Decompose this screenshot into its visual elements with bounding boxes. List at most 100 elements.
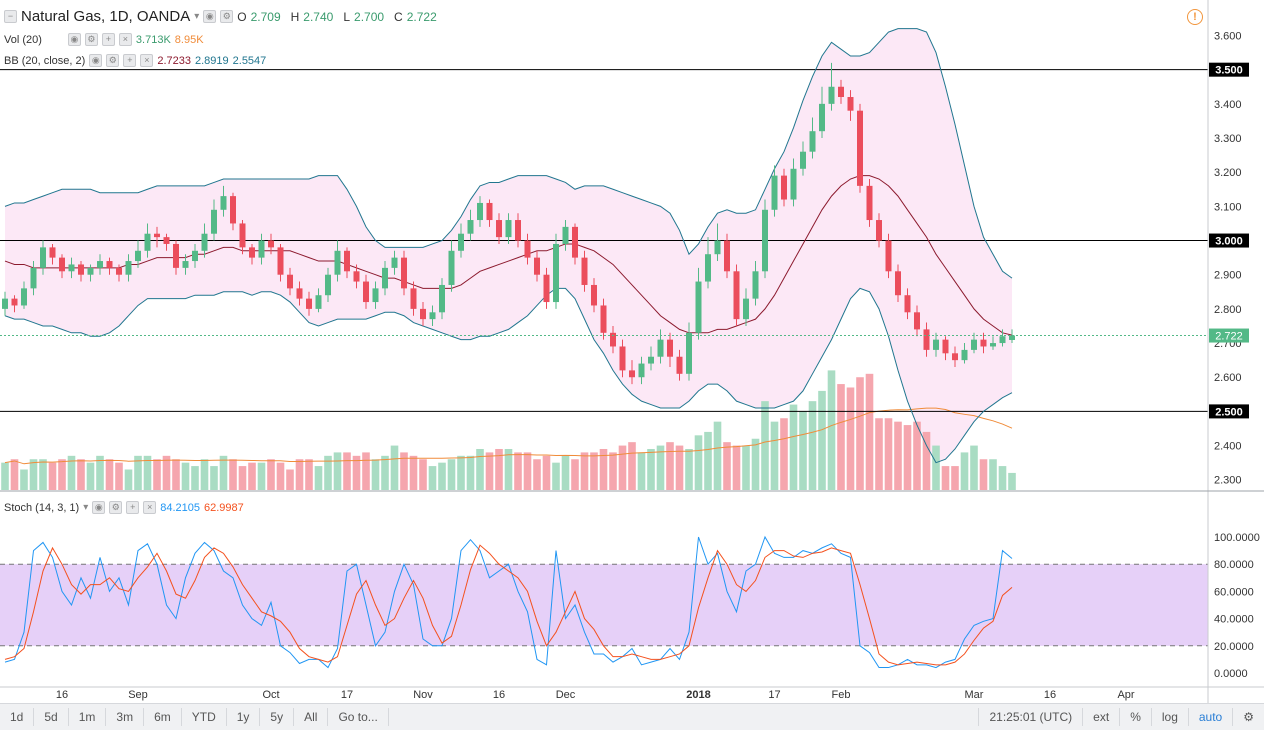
more-icon[interactable]: + [101, 33, 115, 46]
volume-bar [257, 462, 266, 490]
candle-body [344, 250, 350, 272]
bb-lower-line [4, 287, 1013, 464]
candle-body [819, 103, 825, 132]
volume-bar [77, 459, 85, 490]
eye-icon[interactable]: ◉ [89, 54, 103, 67]
price-tick-label: 2.800 [1214, 304, 1242, 316]
volume-bar [694, 435, 703, 490]
volume-bar [951, 466, 959, 490]
timeframe-1d[interactable]: 1d [0, 708, 35, 726]
volume-bar [362, 452, 370, 490]
volume-bar [789, 404, 798, 490]
price-tick-label: 3.200 [1214, 167, 1242, 179]
percent-toggle[interactable]: % [1119, 708, 1151, 726]
volume-label[interactable]: Vol (20) [4, 33, 42, 46]
stoch-tick-label: 100.0000 [1214, 532, 1260, 544]
candle-body [211, 209, 217, 234]
ohlc-low: 2.700 [354, 9, 385, 24]
settings-icon[interactable]: ⚙ [220, 10, 234, 23]
log-toggle[interactable]: log [1150, 708, 1188, 726]
timeframe-1y[interactable]: 1y [227, 708, 261, 726]
price-tick-label: 2.900 [1214, 270, 1242, 282]
volume-bar [115, 462, 123, 490]
bb-mid-line [4, 175, 1013, 336]
close-icon[interactable]: × [140, 54, 154, 67]
candle-body [154, 233, 160, 238]
close-icon[interactable]: × [143, 501, 157, 514]
candle-body [610, 332, 616, 347]
alert-icon[interactable]: ! [1187, 9, 1203, 25]
ext-toggle[interactable]: ext [1082, 708, 1119, 726]
candle-body [268, 240, 274, 248]
more-icon[interactable]: + [123, 54, 137, 67]
bb-band-fill [5, 28, 1012, 463]
candle-body [277, 247, 284, 275]
volume-bar [523, 452, 532, 490]
volume-bar [1, 462, 9, 490]
eye-icon[interactable]: ◉ [92, 501, 106, 514]
close-icon[interactable]: × [118, 33, 132, 46]
volume-bar [571, 459, 579, 490]
volume-bar [343, 452, 351, 490]
volume-bar [989, 459, 997, 490]
volume-bar [922, 431, 931, 490]
settings-gear-icon[interactable]: ⚙ [1232, 708, 1264, 726]
volume-bar [352, 455, 361, 490]
volume-bar [229, 459, 237, 490]
more-icon[interactable]: + [126, 501, 140, 514]
timeframe-3m[interactable]: 3m [106, 708, 145, 726]
price-tick-label: 2.600 [1214, 372, 1242, 384]
volume-bar [979, 459, 988, 490]
volume-bar [390, 445, 399, 490]
bb-label[interactable]: BB (20, close, 2) [4, 54, 86, 67]
volume-bar [495, 448, 503, 490]
volume-bar [903, 425, 912, 490]
settings-icon[interactable]: ⚙ [109, 501, 123, 514]
stoch-d-value: 62.9987 [204, 501, 244, 514]
candle-body [657, 339, 664, 357]
candle-body [838, 86, 844, 98]
volume-bar [590, 452, 598, 490]
settings-icon[interactable]: ⚙ [106, 54, 120, 67]
volume-bar [48, 462, 57, 490]
timeframe-ytd[interactable]: YTD [182, 708, 227, 726]
price-axis: 3.600 3.500 3.400 3.300 3.200 3.100 3.000 2.900… [0, 0, 1264, 703]
candle-body [524, 240, 531, 258]
volume-bar [181, 462, 190, 490]
candle-body [182, 261, 189, 268]
bb-upper-line [4, 28, 1013, 279]
auto-toggle[interactable]: auto [1187, 708, 1232, 726]
timeframe-5y[interactable]: 5y [260, 708, 295, 726]
candle-body [353, 271, 360, 282]
time-tick-label: Sep [128, 689, 148, 701]
collapse-icon[interactable]: − [4, 10, 17, 23]
volume-bar [409, 455, 418, 490]
goto-button[interactable]: Go to... [328, 708, 389, 726]
price-tick-label: 3.300 [1214, 133, 1242, 145]
candle-body [942, 339, 949, 354]
stoch-label[interactable]: Stoch (14, 3, 1) [4, 501, 80, 514]
time-tick-label: 2018 [686, 689, 710, 701]
eye-icon[interactable]: ◉ [203, 10, 217, 23]
candle-body [315, 295, 322, 309]
price-tick-label: 2.300 [1214, 475, 1242, 487]
timeframe-5d[interactable]: 5d [34, 708, 69, 726]
volume-bar [761, 401, 769, 490]
volume-bar [846, 387, 855, 490]
candle-body [496, 220, 502, 238]
candle-body [306, 298, 312, 309]
symbol-title[interactable]: Natural Gas, 1D, OANDA [21, 8, 191, 25]
candle-body [543, 274, 550, 303]
chevron-down-icon[interactable]: ▾ [194, 11, 200, 22]
timeframe-all[interactable]: All [294, 708, 329, 726]
level-tag-label: 2.500 [1215, 406, 1243, 418]
timeframe-1m[interactable]: 1m [69, 708, 107, 726]
chart-canvas[interactable]: 3.600 3.500 3.400 3.300 3.200 3.100 3.000 2.900… [0, 0, 1264, 703]
timeframe-6m[interactable]: 6m [144, 708, 182, 726]
candle-body [581, 257, 588, 285]
candle-body [866, 185, 873, 221]
candle-body [828, 86, 835, 104]
chevron-down-icon[interactable]: ▾ [83, 502, 89, 513]
eye-icon[interactable]: ◉ [67, 33, 81, 46]
settings-icon[interactable]: ⚙ [84, 33, 98, 46]
